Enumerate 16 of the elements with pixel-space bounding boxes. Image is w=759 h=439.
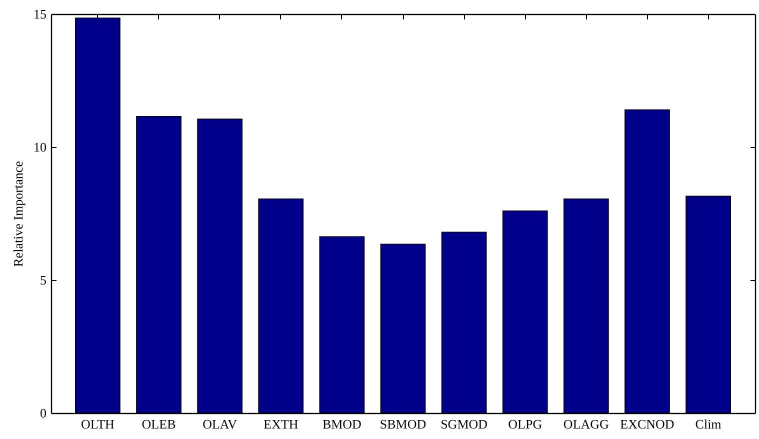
x-tick-label: OLPG <box>508 416 542 432</box>
x-tick-label: EXTH <box>264 416 298 432</box>
y-axis-title: Relative Importance <box>10 160 26 267</box>
y-tick-label: 15 <box>34 6 46 22</box>
x-tick-label: OLAGG <box>563 416 609 432</box>
x-tick-label: OLTH <box>80 416 114 432</box>
y-tick-label: 5 <box>40 272 46 288</box>
x-tick-label: OLEB <box>142 416 176 432</box>
x-tick-label: SGMOD <box>440 416 488 432</box>
x-tick-label: OLAV <box>202 416 238 432</box>
x-tick-label: SBMOD <box>380 416 426 432</box>
x-tick-label: Clim <box>695 416 722 432</box>
x-tick-label: BMOD <box>322 416 362 432</box>
x-tick-label: EXCNOD <box>620 416 674 432</box>
y-tick-label: 10 <box>34 140 46 154</box>
y-tick-label: 0 <box>40 406 46 420</box>
